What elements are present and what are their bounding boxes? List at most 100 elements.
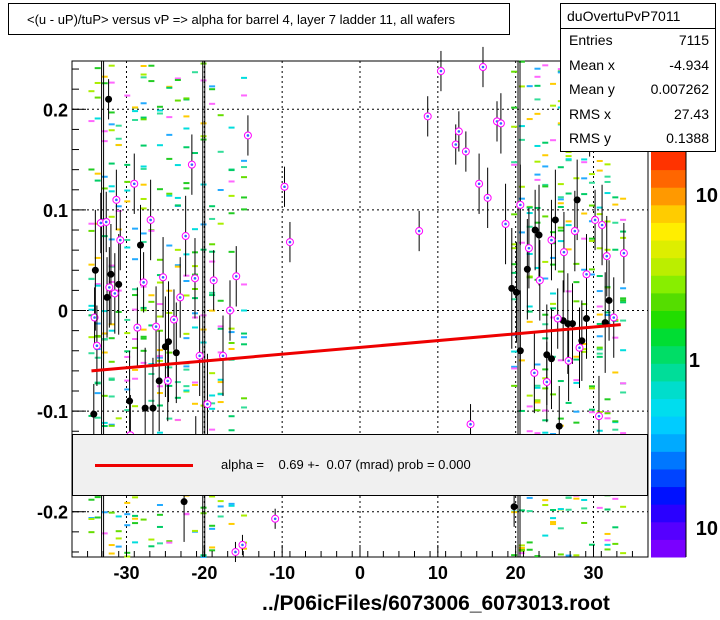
y-tick-label: 0.2 [43,100,68,120]
profile-point-filled [172,349,180,357]
profile-point-center [184,234,187,238]
profile-point-center [241,543,244,547]
profile-point-center [426,115,430,118]
profile-point-center [533,371,536,375]
profile-point-filled [568,320,576,328]
profile-point-filled [523,265,531,273]
color-bar-label: 10 [696,518,718,540]
color-bar-segment [651,433,686,452]
profile-point-filled [107,270,115,278]
profile-point-filled [155,377,163,385]
color-bar-segment [651,486,686,505]
profile-point-center [234,550,237,554]
profile-point-center [573,229,577,233]
color-bar-segment [651,345,686,364]
profile-point-center [193,277,197,280]
profile-point-center [221,354,225,358]
profile-point-filled [180,498,188,506]
chart-title: <(u - uP)/tuP> versus vP => alpha for ba… [8,3,510,35]
profile-point-center [550,238,553,242]
profile-point-filled [583,315,591,323]
profile-point-center [556,317,560,320]
profile-point-center [190,163,194,166]
profile-point-center [93,316,96,319]
x-tick-label: -20 [191,563,217,583]
profile-point-center [622,251,626,255]
y-tick-label: -0.1 [37,402,68,422]
profile-point-center [95,344,99,348]
profile-point-filled [149,404,157,412]
profile-point-filled [141,404,149,412]
profile-point-filled [161,343,169,351]
y-tick-label: 0 [58,302,68,322]
profile-point-center [161,276,165,279]
color-bar-segment [651,539,686,558]
profile-point-center [417,229,421,233]
profile-point-center [246,134,250,137]
x-tick-label: 20 [506,563,526,583]
color-bar-segment [651,275,686,294]
color-bar-segment [651,398,686,417]
color-bar-segment [651,257,686,276]
color-bar-segment [651,222,686,241]
profile-point-center [273,517,277,521]
color-bar-segment [651,504,686,523]
profile-point-center [605,254,609,258]
stats-row-mean-x: Mean x -4.934 [561,54,715,79]
profile-point-center [481,65,485,69]
color-bar-label: 1 [689,350,700,372]
profile-point-center [464,150,468,153]
profile-point-center [108,286,111,289]
profile-point-filled [551,216,559,224]
fit-line [91,323,621,373]
color-bar-segment [651,416,686,435]
profile-point-filled [578,337,586,345]
color-bar-segment [651,521,686,540]
stats-key: Mean x [569,56,615,73]
profile-point-filled [165,338,173,346]
y-tick-label: -0.2 [37,503,68,523]
profile-point-center [593,218,597,222]
profile-point-center [457,130,461,133]
profile-point-center [439,69,443,73]
fit-legend: alpha = 0.69 +- 0.07 (mrad) prob = 0.000 [72,434,648,496]
profile-point-center [198,354,201,358]
profile-point-center [104,220,108,224]
profile-point-filled [103,293,111,301]
stats-row-entries: Entries 7115 [561,29,715,54]
profile-point-filled [512,288,520,296]
chart-title-text: <(u - uP)/tuP> versus vP => alpha for ba… [27,11,456,27]
stats-key: RMS x [569,105,611,122]
color-bar-segment [651,468,686,488]
profile-point-center [597,414,601,418]
profile-point-center [283,185,286,189]
x-tick-label: -10 [269,563,295,583]
stats-row-rms-y: RMS y 0.1388 [561,127,715,152]
profile-point-center [469,422,472,426]
color-bar-segment [651,152,686,171]
profile-point-filled [531,226,539,234]
stats-value: 0.1388 [666,130,709,146]
x-axis-title: ../P06icFiles/6073006_6073013.root [262,592,610,615]
color-bar-segment [651,292,686,311]
stats-row-mean-y: Mean y 0.007262 [561,78,715,103]
profile-point-center [585,272,588,276]
profile-point-filled [555,422,563,430]
x-tick-label: 0 [355,563,365,583]
profile-point-center [154,325,158,328]
profile-point-center [234,275,238,278]
stats-key: RMS y [569,130,611,146]
stats-box: duOvertuPvP7011 Entries 7115 Mean x -4.9… [560,3,716,152]
profile-point-filled [105,95,113,103]
profile-point-filled [547,355,555,363]
stats-key: Entries [569,32,613,48]
profile-point-filled [90,410,98,418]
profile-point-center [477,182,481,186]
profile-point-center [562,250,566,254]
profile-point-filled [605,296,613,304]
color-bar-segment [651,169,686,188]
stats-value: 0.007262 [650,81,709,97]
profile-point-center [178,296,182,299]
profile-point-center [538,279,542,282]
profile-point-center [504,222,507,226]
